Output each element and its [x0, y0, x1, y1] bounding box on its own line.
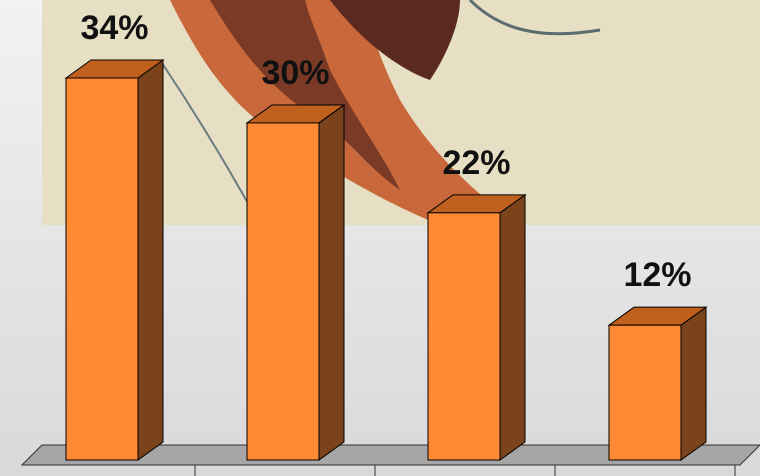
floor-ticks	[194, 465, 736, 476]
bar	[608, 324, 682, 461]
value-label: 12%	[623, 256, 691, 294]
bar-side	[318, 103, 345, 461]
value-label: 34%	[80, 9, 148, 47]
bar	[65, 77, 139, 461]
bar-side	[499, 193, 526, 461]
bar-side	[137, 59, 164, 461]
bar	[427, 212, 501, 461]
bar-side	[680, 306, 707, 461]
floor	[20, 444, 760, 466]
value-label: 22%	[442, 144, 510, 182]
value-label: 30%	[261, 54, 329, 92]
bar	[246, 122, 320, 461]
